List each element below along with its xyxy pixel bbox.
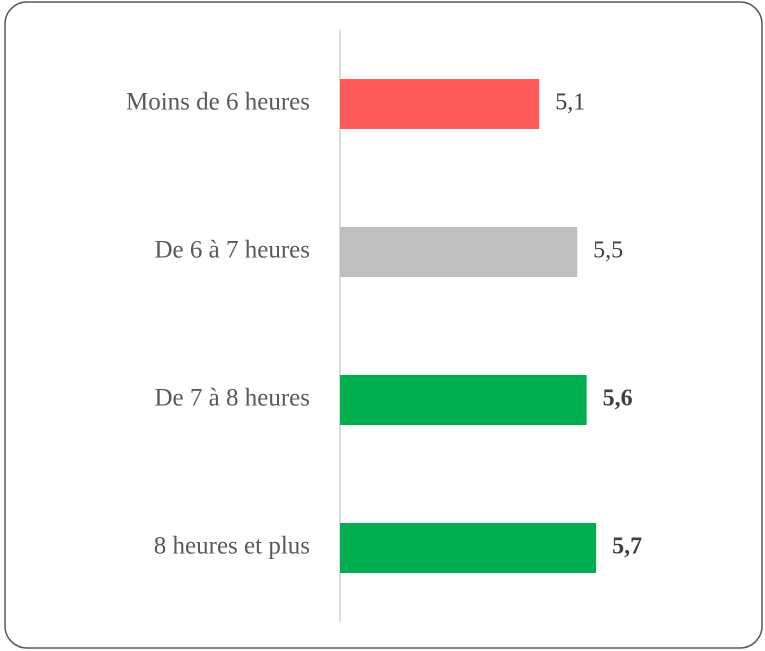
value-label: 5,5 <box>593 238 623 264</box>
category-label: De 6 à 7 heures <box>155 237 311 264</box>
bar <box>340 523 597 573</box>
category-label: De 7 à 8 heures <box>155 385 311 412</box>
category-label: Moins de 6 heures <box>126 89 310 116</box>
chart-frame <box>4 1 763 649</box>
bar <box>340 227 578 277</box>
value-label: 5,1 <box>555 90 585 116</box>
value-label: 5,6 <box>603 386 633 412</box>
category-label: 8 heures et plus <box>154 533 310 560</box>
bar <box>340 79 540 129</box>
value-label: 5,7 <box>612 534 642 560</box>
bar <box>340 375 587 425</box>
